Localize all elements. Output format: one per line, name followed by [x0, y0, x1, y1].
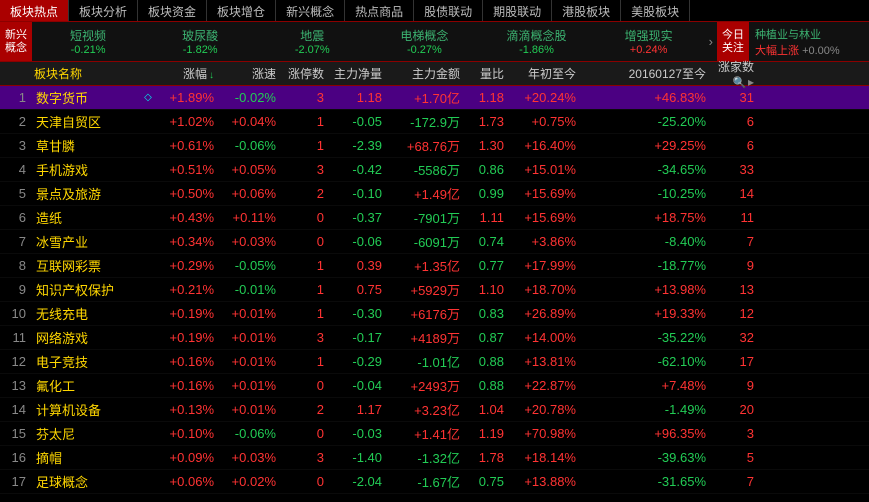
- table-row[interactable]: 12电子竞技+0.16%+0.01%1-0.29-1.01亿0.88+13.81…: [0, 350, 869, 374]
- sector-name: 足球概念: [30, 472, 140, 491]
- col-amt[interactable]: 主力金额: [386, 65, 464, 82]
- col-since[interactable]: 20160127至今: [580, 65, 710, 82]
- tab-6[interactable]: 股债联动: [414, 0, 483, 21]
- data-table: 1数字货币◇+1.89%-0.02%31.18+1.70亿1.18+20.24%…: [0, 86, 869, 494]
- tab-2[interactable]: 板块资金: [138, 0, 207, 21]
- sector-name: 天津自贸区: [30, 112, 140, 131]
- today-focus-button[interactable]: 今日关注: [717, 22, 749, 61]
- table-row[interactable]: 13氟化工+0.16%+0.01%0-0.04+2493万0.88+22.87%…: [0, 374, 869, 398]
- sector-name: 芬太尼: [30, 424, 140, 443]
- col-speed[interactable]: 涨速: [218, 65, 280, 82]
- subbar-category[interactable]: 新兴概念: [0, 22, 32, 61]
- sector-name: 草甘膦: [30, 136, 140, 155]
- sector-name: 冰雪产业: [30, 232, 140, 251]
- tab-9[interactable]: 美股板块: [621, 0, 690, 21]
- sector-name: 造纸: [30, 208, 140, 227]
- col-net[interactable]: 主力净量: [328, 65, 386, 82]
- col-ytd[interactable]: 年初至今: [508, 65, 580, 82]
- table-row[interactable]: 15芬太尼+0.10%-0.06%0-0.03+1.41亿1.19+70.98%…: [0, 422, 869, 446]
- tab-8[interactable]: 港股板块: [552, 0, 621, 21]
- table-row[interactable]: 9知识产权保护+0.21%-0.01%10.75+5929万1.10+18.70…: [0, 278, 869, 302]
- subbar-item-5[interactable]: 增强现实+0.24%: [593, 27, 705, 56]
- col-ratio[interactable]: 量比: [464, 65, 508, 82]
- table-row[interactable]: 3草甘膦+0.61%-0.06%1-2.39+68.76万1.30+16.40%…: [0, 134, 869, 158]
- news-ticker: 种植业与林业 大幅上涨 +0.00%: [749, 22, 869, 61]
- table-row[interactable]: 7冰雪产业+0.34%+0.03%0-0.06-6091万0.74+3.86%-…: [0, 230, 869, 254]
- sector-name: 互联网彩票: [30, 256, 140, 275]
- table-header: 板块名称 涨幅↓ 涨速 涨停数 主力净量 主力金额 量比 年初至今 201601…: [0, 62, 869, 86]
- sector-name: 电子竞技: [30, 352, 140, 371]
- tab-1[interactable]: 板块分析: [69, 0, 138, 21]
- sector-name: 氟化工: [30, 376, 140, 395]
- table-row[interactable]: 1数字货币◇+1.89%-0.02%31.18+1.70亿1.18+20.24%…: [0, 86, 869, 110]
- col-stop[interactable]: 涨停数: [280, 65, 328, 82]
- sector-name: 知识产权保护: [30, 280, 140, 299]
- subbar-item-4[interactable]: 滴滴概念股-1.86%: [480, 27, 592, 56]
- table-row[interactable]: 8互联网彩票+0.29%-0.05%10.39+1.35亿0.77+17.99%…: [0, 254, 869, 278]
- table-row[interactable]: 11网络游戏+0.19%+0.01%3-0.17+4189万0.87+14.00…: [0, 326, 869, 350]
- table-row[interactable]: 5景点及旅游+0.50%+0.06%2-0.10+1.49亿0.99+15.69…: [0, 182, 869, 206]
- table-row[interactable]: 2天津自贸区+1.02%+0.04%1-0.05-172.9万1.73+0.75…: [0, 110, 869, 134]
- table-row[interactable]: 17足球概念+0.06%+0.02%0-2.04-1.67亿0.75+13.88…: [0, 470, 869, 494]
- sector-name: 计算机设备: [30, 400, 140, 419]
- col-name[interactable]: 板块名称: [30, 65, 140, 82]
- main-tabs: 板块热点板块分析板块资金板块增仓新兴概念热点商品股债联动期股联动港股板块美股板块: [0, 0, 869, 22]
- subbar-item-3[interactable]: 电梯概念-0.27%: [368, 27, 480, 56]
- tab-7[interactable]: 期股联动: [483, 0, 552, 21]
- table-row[interactable]: 4手机游戏+0.51%+0.05%3-0.42-5586万0.86+15.01%…: [0, 158, 869, 182]
- subbar: 新兴概念 短视频-0.21%玻尿酸-1.82%地震-2.07%电梯概念-0.27…: [0, 22, 869, 62]
- sector-name: 网络游戏: [30, 328, 140, 347]
- sector-name: 无线充电: [30, 304, 140, 323]
- subbar-item-1[interactable]: 玻尿酸-1.82%: [144, 27, 256, 56]
- sector-name: 手机游戏: [30, 160, 140, 179]
- search-icon[interactable]: [733, 75, 745, 87]
- table-row[interactable]: 16摘帽+0.09%+0.03%3-1.40-1.32亿1.78+18.14%-…: [0, 446, 869, 470]
- scroll-right-icon[interactable]: ›: [705, 22, 717, 61]
- sector-name: 景点及旅游: [30, 184, 140, 203]
- table-row[interactable]: 10无线充电+0.19%+0.01%1-0.30+6176万0.83+26.89…: [0, 302, 869, 326]
- sort-desc-icon: ↓: [209, 70, 214, 81]
- tab-0[interactable]: 板块热点: [0, 0, 69, 21]
- subbar-item-2[interactable]: 地震-2.07%: [256, 27, 368, 56]
- subbar-item-0[interactable]: 短视频-0.21%: [32, 27, 144, 56]
- tab-4[interactable]: 新兴概念: [276, 0, 345, 21]
- sector-name: 摘帽: [30, 448, 140, 467]
- tab-3[interactable]: 板块增仓: [207, 0, 276, 21]
- expand-icon[interactable]: ▸: [748, 75, 754, 89]
- tab-5[interactable]: 热点商品: [345, 0, 414, 21]
- news-line1: 种植业与林业: [755, 26, 863, 42]
- col-change[interactable]: 涨幅↓: [156, 65, 218, 82]
- table-row[interactable]: 14计算机设备+0.13%+0.01%21.17+3.23亿1.04+20.78…: [0, 398, 869, 422]
- table-row[interactable]: 6造纸+0.43%+0.11%0-0.37-7901万1.11+15.69%+1…: [0, 206, 869, 230]
- sector-name: 数字货币: [30, 88, 140, 107]
- col-up[interactable]: 涨家数 ▸: [710, 58, 758, 89]
